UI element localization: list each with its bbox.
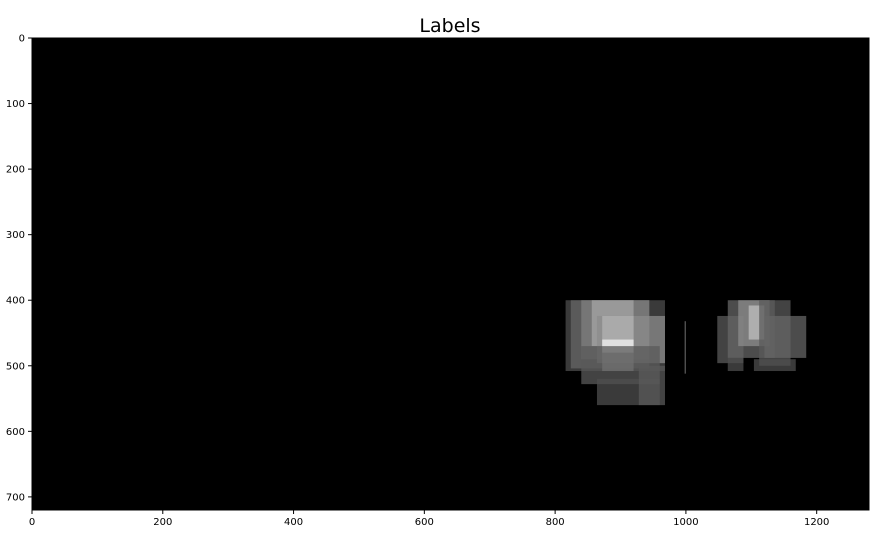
chart-title: Labels — [419, 15, 480, 37]
y-tick-label: 200 — [6, 165, 25, 176]
x-tick-label: 1200 — [804, 517, 829, 528]
y-tick-label: 400 — [6, 296, 25, 307]
x-tick-label: 800 — [546, 517, 565, 528]
plot-area — [32, 38, 869, 510]
label-box — [684, 321, 686, 374]
y-tick-label: 700 — [6, 492, 25, 503]
y-tick-label: 100 — [6, 99, 25, 110]
label-box — [753, 359, 796, 372]
y-tick-label: 300 — [6, 230, 25, 241]
label-box — [764, 315, 807, 358]
x-tick-label: 1000 — [673, 517, 698, 528]
y-tick-label: 500 — [6, 361, 25, 372]
y-tick-label: 600 — [6, 427, 25, 438]
x-tick-label: 200 — [153, 517, 172, 528]
x-tick-label: 600 — [415, 517, 434, 528]
label-box — [727, 357, 744, 372]
label-boxes — [565, 300, 807, 406]
x-tick-label: 400 — [284, 517, 303, 528]
y-tick-label: 0 — [19, 34, 25, 45]
axes: 0 200 400 600 800 1000 1200 0 100 200 300 400 500 600… — [6, 34, 870, 528]
label-box — [638, 365, 665, 406]
x-tick-label: 0 — [29, 517, 35, 528]
plot-frame — [31, 37, 870, 511]
